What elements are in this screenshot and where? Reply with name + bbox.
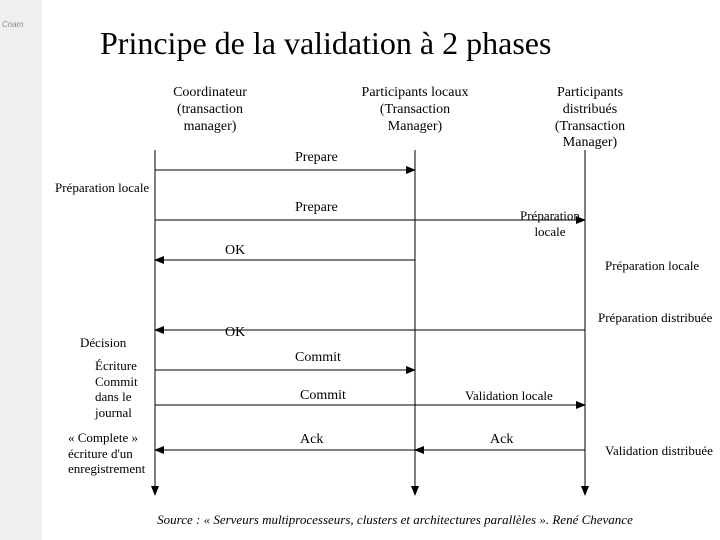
sequence-diagram: [0, 0, 720, 540]
source-citation: Source : « Serveurs multiprocesseurs, cl…: [90, 512, 700, 528]
